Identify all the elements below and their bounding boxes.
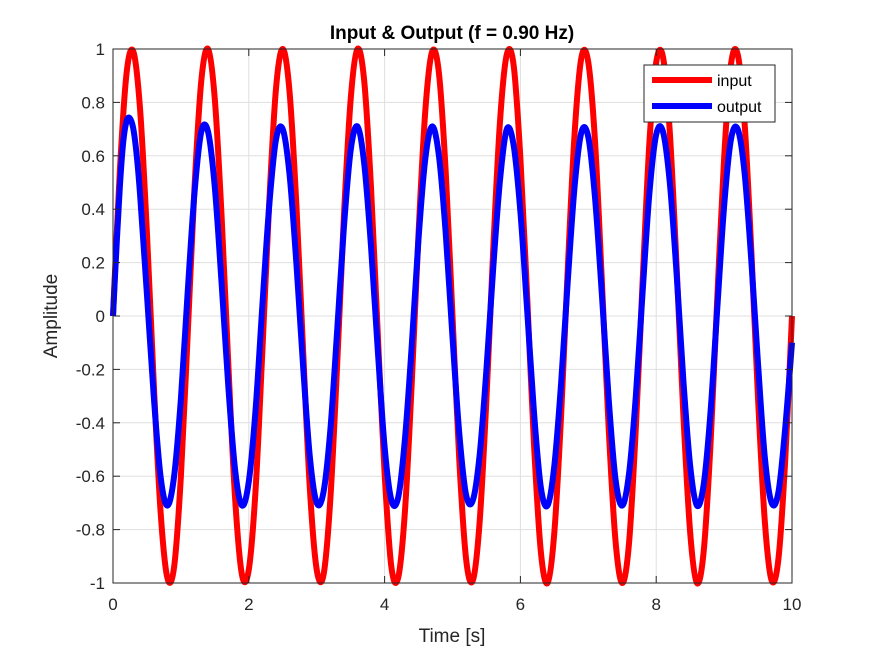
series-layer [110,45,795,587]
y-tick-label: 0.4 [81,200,105,219]
y-tick-label: 0.6 [81,147,105,166]
x-tick-label: 8 [651,595,660,614]
series-line-output [110,114,795,510]
y-tick-label: 0 [96,307,105,326]
y-tick-label: -1 [90,574,105,593]
y-tick-label: 0.8 [81,93,105,112]
x-tick-labels: 0 2 4 6 8 10 [108,595,801,614]
y-tick-label: 1 [96,40,105,59]
y-tick-labels: -1 -0.8 -0.6 -0.4 -0.2 0 0.2 0.4 0.6 0.8 1 [76,40,105,593]
x-tick-label: 4 [380,595,389,614]
x-axis-label: Time [s] [419,626,486,647]
y-axis-label: Amplitude [41,274,62,359]
x-tick-label: 6 [516,595,525,614]
x-tick-label: 2 [244,595,253,614]
legend-label-output: output [717,99,762,116]
x-tick-label: 10 [783,595,802,614]
legend-label-input: input [717,73,752,90]
legend: input output [643,64,776,123]
y-tick-label: -0.6 [76,467,105,486]
legend-box [643,64,776,123]
x-tick-label: 0 [108,595,117,614]
y-tick-label: -0.2 [76,360,105,379]
y-tick-label: 0.2 [81,254,105,273]
ticks [112,48,793,584]
chart-title: Input & Output (f = 0.90 Hz) [330,23,574,44]
y-tick-label: -0.8 [76,521,105,540]
y-tick-label: -0.4 [76,414,105,433]
